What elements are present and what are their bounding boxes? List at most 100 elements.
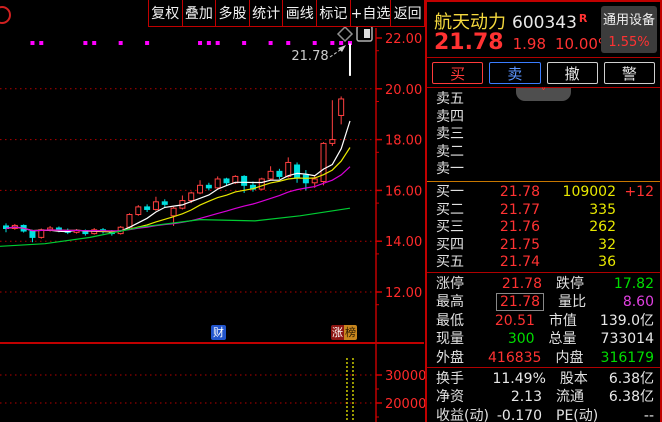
buy-button[interactable]: 买 [432, 61, 484, 84]
quote-header: 航天动力 600343 R 21.78 1.98 10.00% 通用设备 1.55% [427, 2, 660, 58]
event-marker-dot[interactable] [118, 41, 123, 45]
price-axis-label: 20.00 [385, 83, 422, 98]
refresh-icon[interactable] [0, 6, 11, 24]
orderbook-row-buy-1[interactable]: 买一 21.78 109002 +12 [427, 184, 660, 202]
toolbar-button-tongji[interactable]: 统计 [248, 0, 283, 26]
price-change-percent: 10.00% [555, 35, 613, 53]
orderbook-row-sell-1[interactable]: 卖五 [427, 91, 660, 109]
event-marker-dot[interactable] [215, 41, 220, 45]
level-extra [616, 126, 654, 144]
event-marker-dot[interactable] [347, 41, 352, 45]
event-marker-dot[interactable] [39, 41, 44, 45]
stat-value: 316179 [600, 349, 654, 366]
level-volume: 109002 [562, 183, 616, 200]
price-axis-label: 14.00 [385, 235, 422, 250]
stat-row: 收益(动) -0.170 PE(动) -- [427, 407, 660, 422]
price-axis-label: 22.00 [385, 32, 422, 47]
event-marker-dot[interactable] [206, 41, 211, 45]
stat-value: 300 [507, 331, 535, 348]
candle [320, 142, 327, 183]
industry-box[interactable]: 通用设备 1.55% [601, 6, 657, 53]
toolbar-button-zixuan[interactable]: +自选 [349, 0, 390, 26]
cancel-order-button[interactable]: 撤 [546, 61, 598, 84]
orderbook-row-sell-4[interactable]: 卖二 [427, 144, 660, 162]
level-volume: 36 [598, 254, 616, 271]
orderbook-row-sell-2[interactable]: 卖四 [427, 109, 660, 127]
stat-row: 现量 300 总量 733014 [427, 330, 660, 348]
event-marker-dot[interactable] [242, 41, 247, 45]
toolbar-button-diejia[interactable]: 叠加 [181, 0, 216, 26]
candle [267, 170, 274, 180]
event-marker-dot[interactable] [330, 41, 335, 45]
diamond-marker-icon[interactable] [336, 25, 354, 43]
event-marker-dot[interactable] [92, 41, 97, 45]
toolbar-button-fuquan[interactable]: 复权 [148, 0, 182, 26]
level-extra: +12 [624, 183, 654, 200]
stat-label: 换手 [436, 370, 464, 387]
alert-button[interactable]: 警 [603, 61, 655, 84]
stat-label: 股本 [559, 370, 588, 387]
collapse-orderbook-tab[interactable]: ˅ [516, 87, 571, 101]
level-price: 21.76 [499, 219, 540, 236]
event-marker-dot[interactable] [198, 41, 203, 45]
rank-list-badge[interactable]: 涨 榜 [331, 325, 357, 340]
event-marker-dot[interactable] [83, 41, 88, 45]
toolbar-button-huaxian[interactable]: 画线 [282, 0, 316, 26]
stat-value: 17.82 [613, 275, 654, 292]
ma20-line [5, 166, 351, 232]
stock-code: 600343 [512, 13, 577, 33]
level-label: 卖二 [436, 143, 464, 160]
event-marker-dot[interactable] [145, 41, 150, 45]
level-price: 21.78 [499, 183, 540, 200]
candle [144, 206, 151, 210]
stat-label: 最低 [436, 312, 464, 329]
toolbar-button-biaoji[interactable]: 标记 [316, 0, 350, 26]
last-price-annotation: 21.78 [291, 49, 328, 64]
candle [126, 214, 133, 228]
orderbook-row-buy-3[interactable]: 买三 21.76 262 [427, 219, 660, 237]
level-extra [616, 202, 654, 220]
orderbook-row-buy-2[interactable]: 买二 21.77 335 [427, 202, 660, 220]
stat-value: -- [643, 407, 654, 422]
candle [205, 184, 212, 189]
sell-button[interactable]: 卖 [489, 61, 541, 84]
orderbook-row-buy-5[interactable]: 买五 21.74 36 [427, 254, 660, 272]
candle [285, 161, 292, 177]
level-volume [540, 109, 616, 127]
event-marker-dot[interactable] [268, 41, 273, 45]
stat-value: 21.78 [501, 275, 542, 292]
finance-news-badge[interactable]: 财 [211, 325, 226, 340]
price-axis-label: 12.00 [385, 286, 422, 301]
level-volume: 262 [589, 219, 616, 236]
orderbook-row-sell-3[interactable]: 卖三 [427, 126, 660, 144]
stat-row: 换手 11.49% 股本 6.38亿 [427, 370, 660, 388]
orderbook-row-sell-5[interactable]: 卖一 [427, 161, 660, 179]
stat-value: 6.38亿 [608, 370, 654, 387]
stat-value: 6.38亿 [608, 389, 654, 406]
level-extra [616, 237, 654, 255]
event-marker-dot[interactable] [339, 41, 344, 45]
candle [276, 170, 283, 177]
chart-toolbar: 复权 叠加 多股 统计 画线 标记 +自选 返回 [148, 0, 425, 27]
stat-value: 11.49% [492, 370, 546, 387]
event-marker-dot[interactable] [286, 41, 291, 45]
price-change: 1.98 [512, 35, 546, 53]
price-axis-label: 16.00 [385, 184, 422, 199]
level-price [478, 126, 540, 144]
stat-value: 139.0亿 [599, 312, 654, 329]
level-price [478, 109, 540, 127]
level-label: 买三 [436, 219, 464, 236]
toolbar-button-duogu[interactable]: 多股 [215, 0, 249, 26]
toolbar-button-fanhui[interactable]: 返回 [390, 0, 425, 26]
kline-chart[interactable]: 22.00 20.00 18.00 16.00 14.00 12.00 21.78 30000… [0, 0, 425, 422]
event-marker-dot[interactable] [30, 41, 35, 45]
ma-long-line [0, 207, 351, 247]
level-label: 卖一 [436, 161, 464, 178]
stat-value: 733014 [600, 331, 654, 348]
order-book: 卖五 卖四 卖三 卖二 卖一 买一 21.78 109002 +12 买二 21.77 335 买三 21… [427, 88, 660, 272]
event-marker-dot[interactable] [312, 41, 317, 45]
orderbook-row-buy-4[interactable]: 买四 21.75 32 [427, 237, 660, 255]
candle [29, 230, 36, 238]
stat-value: 20.51 [494, 312, 535, 329]
